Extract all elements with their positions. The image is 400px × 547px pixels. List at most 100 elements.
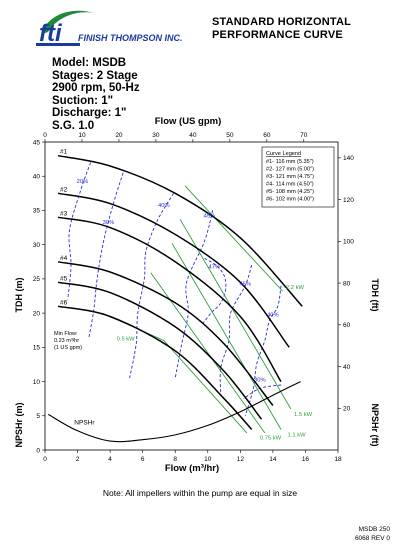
x-tick-label: 4 (108, 456, 112, 463)
curve-legend: Curve Legend #1- 116 mm (5.35") #2- 127 … (261, 146, 335, 208)
y-lower-axis-title: NPSHr (m) (14, 402, 24, 447)
title-line-1: STANDARD HORIZONTAL (212, 16, 352, 28)
legend-entry: #1- 116 mm (5.35") (266, 159, 314, 165)
npshr-curve (48, 381, 301, 443)
y2-tick-label: 20 (343, 406, 351, 413)
head-curve-label: #5 (60, 275, 68, 282)
min-flow-line-2: 0.23 m³/hr (54, 338, 79, 344)
efficiency-curve (202, 258, 227, 324)
x2-tick-label: 40 (189, 132, 197, 139)
head-curve (57, 154, 303, 307)
company-logo: fti FINISH THOMPSON INC. (36, 8, 186, 50)
document-footer: MSDB 250 6068 REV 0 (355, 525, 390, 543)
head-curve-label: #4 (60, 255, 68, 262)
footnote: Note: All impellers within the pump are … (102, 488, 298, 498)
head-curve (57, 192, 290, 348)
logo-text: FINISH THOMPSON INC. (78, 33, 183, 43)
y2-tick-label: 140 (343, 155, 354, 162)
power-line (171, 243, 282, 430)
legend-entry: #3- 121 mm (4.75") (266, 174, 314, 180)
head-curve-label: #3 (60, 210, 68, 217)
efficiency-curve (88, 172, 124, 338)
legend-entry: #5- 108 mm (4.25") (266, 189, 314, 195)
x2-axis-title: Flow (US gpm) (155, 116, 222, 127)
page-title: STANDARD HORIZONTAL PERFORMANCE CURVE (212, 16, 392, 42)
y-tick-label: 45 (33, 139, 41, 146)
x-tick-label: 2 (76, 456, 80, 463)
y2-tick-label: 60 (343, 322, 351, 329)
x-tick-label: 8 (173, 456, 177, 463)
y2-tick-label: 120 (343, 197, 354, 204)
efficiency-curve (174, 210, 214, 379)
power-line (184, 185, 284, 292)
efficiency-label: 20% (77, 179, 89, 185)
y2-tick-label: 100 (343, 239, 354, 246)
min-flow-note: Min Flow: 0.23 m³/hr (1 US gpm) (54, 331, 82, 351)
x2-tick-label: 30 (152, 132, 160, 139)
efficiency-curve (67, 162, 92, 300)
x-tick-label: 12 (237, 456, 245, 463)
footer-line-1: MSDB 250 (358, 526, 390, 533)
power-line (179, 219, 292, 410)
power-label: 0.5 kW (117, 336, 136, 342)
x-tick-label: 16 (302, 456, 310, 463)
power-label: 0.75 kW (260, 436, 282, 442)
head-curve-label: #6 (60, 299, 68, 306)
efficiency-label: 45% (239, 282, 251, 288)
spec-suction: Suction: 1" (52, 94, 114, 107)
head-curve (57, 261, 274, 406)
head-curve (57, 281, 263, 420)
spec-model: Model: MSDB (52, 57, 127, 69)
legend-title: Curve Legend (266, 151, 301, 157)
x2-tick-label: 60 (263, 132, 271, 139)
svg-text:fti: fti (39, 20, 63, 47)
y2-tick-label: 80 (343, 280, 351, 287)
y2-tick-label: 40 (343, 364, 351, 371)
y-tick-label: 5 (36, 413, 40, 420)
y2-axis-title: TDH (ft) (370, 279, 380, 312)
min-flow-line-3: (1 US gpm) (54, 345, 82, 351)
legend-entry: #6- 102 mm (4.00") (266, 197, 314, 203)
min-flow-line-1: Min Flow: (54, 331, 78, 337)
y-tick-label: 15 (33, 345, 41, 352)
x-tick-label: 10 (204, 456, 212, 463)
footer-line-2: 6068 REV 0 (354, 535, 390, 542)
head-curve (57, 305, 253, 430)
x2-tick-label: 50 (226, 132, 234, 139)
efficiency-label: 40% (267, 313, 279, 319)
x2-tick-label: 20 (115, 132, 123, 139)
head-curve-label: #1 (60, 149, 68, 156)
y-tick-label: 40 (33, 174, 41, 181)
x2-tick-label: 0 (43, 132, 47, 139)
legend-entry: #4- 114 mm (4.50") (266, 182, 314, 188)
power-line (150, 272, 266, 434)
efficiency-curve (244, 285, 282, 416)
y-tick-label: 25 (33, 276, 41, 283)
efficiency-label: 30% (103, 220, 115, 226)
x-tick-label: 6 (141, 456, 145, 463)
y-tick-label: 20 (33, 310, 41, 317)
logo-swoosh (42, 10, 94, 34)
y-tick-label: 10 (33, 379, 41, 386)
spec-sg: S.G. 1.0 (52, 119, 95, 132)
y2-lower-axis-title: NPSHr (ft) (370, 404, 380, 447)
efficiency-curve (129, 193, 174, 379)
power-label: 1.5 kW (294, 412, 313, 418)
pump-specs: Model: MSDB Stages: 2 Stage 2900 rpm, 50… (52, 57, 140, 133)
spec-discharge: Discharge: 1" (52, 107, 127, 120)
y-tick-label: 35 (33, 208, 41, 215)
x-tick-label: 14 (269, 456, 277, 463)
plot-frame (44, 141, 339, 451)
power-label: 2.2 kW (286, 285, 305, 291)
x-tick-label: 18 (334, 456, 342, 463)
npshr-label: NPSHr (74, 420, 95, 427)
x-tick-label: 0 (43, 456, 47, 463)
x2-tick-label: 10 (78, 132, 86, 139)
y-tick-label: 0 (36, 447, 40, 454)
efficiency-label: 47% (208, 265, 220, 271)
power-label: 1.1 kW (288, 432, 307, 438)
efficiency-label: 40% (158, 203, 170, 209)
x-axis-title: Flow (m³/hr) (165, 463, 219, 474)
legend-entry: #2- 127 mm (5.00") (266, 167, 314, 173)
title-line-2: PERFORMANCE CURVE (212, 29, 343, 41)
